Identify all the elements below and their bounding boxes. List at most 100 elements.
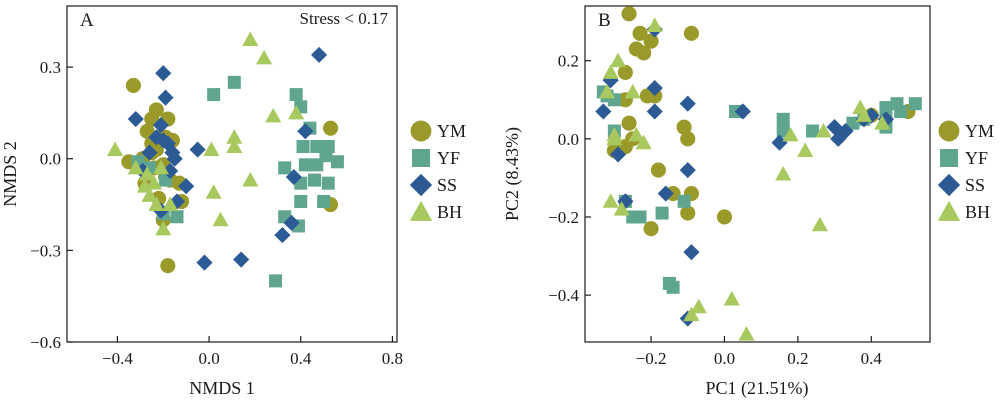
ss-point: [646, 79, 663, 97]
bh-point: [635, 134, 652, 150]
legend-ym-label: YM: [965, 121, 994, 141]
bh-point: [127, 159, 144, 175]
panel-b-axes: −0.2 0.0 0.2 0.4 −0.4 −0.2 0.0 0.2: [548, 52, 882, 368]
bh-point: [683, 306, 700, 322]
ym-point: [636, 45, 652, 61]
panel-b-y-axis-label: PC2 (8.43%): [502, 127, 523, 221]
panel-a-legend: YM YF SS BH: [409, 120, 466, 222]
ym-point: [683, 25, 699, 41]
yf-point: [908, 97, 922, 111]
ym-point: [716, 209, 733, 225]
yf-point: [269, 274, 283, 288]
yf-point: [776, 112, 790, 126]
yf-point: [879, 101, 893, 115]
yf-point: [227, 75, 241, 89]
bh-point: [598, 83, 616, 99]
ss-point: [155, 65, 172, 82]
ss-point: [285, 168, 302, 186]
ss-point: [311, 46, 328, 63]
legend-ss-label: SS: [965, 175, 985, 195]
yf-point: [655, 206, 669, 220]
legend-bh-marker: [409, 200, 433, 221]
bh-point: [256, 49, 273, 65]
ym-point: [160, 258, 176, 274]
x-tick-label: 0.4: [290, 349, 312, 368]
legend-ss-label: SS: [437, 175, 457, 195]
panel-a-frame: [66, 5, 398, 343]
bh-point: [775, 165, 792, 181]
yf-point: [308, 173, 321, 187]
ss-point: [297, 123, 314, 140]
ss-point: [283, 214, 300, 231]
ss-point: [657, 185, 674, 202]
yf-point: [310, 158, 324, 172]
bh-point: [141, 187, 158, 202]
ss-point: [127, 110, 144, 128]
x-tick-label: 0.2: [787, 349, 808, 368]
y-tick-label: −0.4: [548, 286, 579, 305]
bh-point: [288, 104, 305, 120]
panel-a-label: A: [80, 10, 94, 31]
stress-annotation: Stress < 0.17: [300, 9, 389, 28]
legend-ss-marker: [937, 173, 961, 197]
bh-point: [624, 83, 641, 99]
yf-point: [298, 158, 312, 172]
ss-point: [196, 254, 213, 271]
panel-a-y-axis-label: NMDS 2: [0, 141, 20, 207]
panel-a-x-axis-label: NMDS 1: [189, 378, 255, 398]
yf-point: [321, 176, 335, 190]
ym-point: [617, 64, 633, 80]
bh-point: [782, 126, 799, 142]
legend-yf-label: YF: [965, 148, 988, 168]
bh-point: [738, 326, 755, 341]
bh-point: [874, 115, 891, 130]
legend-ym-marker: [410, 120, 432, 142]
ym-point: [323, 120, 339, 136]
ss-point: [646, 103, 663, 120]
bh-point: [155, 220, 172, 236]
panel-a-nmds-plot: −0.4 0.0 0.4 0.8 −0.6 −0.3 0.0 0.3 A Stress < 0…: [0, 5, 403, 398]
ym-point: [621, 6, 637, 22]
legend-ym-marker: [938, 120, 960, 142]
bh-point: [646, 17, 663, 32]
yf-point: [666, 280, 680, 294]
bh-point: [242, 172, 259, 187]
bh-point: [146, 175, 163, 190]
ss-point: [595, 103, 612, 120]
ym-point: [621, 115, 637, 131]
bh-point: [226, 129, 243, 144]
yf-point: [330, 155, 344, 169]
bh-point: [723, 290, 740, 306]
ss-point: [683, 244, 700, 261]
ss-point: [826, 119, 843, 136]
ss-point: [771, 134, 788, 151]
ym-point: [643, 221, 659, 237]
bh-point: [162, 196, 179, 211]
bh-point: [107, 141, 124, 157]
ym-point: [676, 119, 692, 135]
panel-b-frame: [584, 5, 931, 343]
bh-point: [602, 64, 619, 79]
x-tick-label: −0.4: [102, 349, 133, 368]
panel-a-points: [107, 31, 344, 288]
ss-point: [178, 178, 195, 195]
legend-yf-marker: [412, 149, 430, 167]
y-tick-label: −0.6: [30, 333, 61, 352]
yf-point: [289, 88, 303, 102]
panel-b-legend: YM YF SS BH: [937, 120, 994, 222]
ss-point: [609, 146, 627, 163]
legend-bh-label: BH: [965, 202, 990, 222]
yf-point: [294, 194, 308, 208]
y-tick-label: 0.2: [558, 52, 579, 71]
bh-point: [265, 107, 282, 123]
bh-point: [205, 184, 222, 199]
ym-point: [680, 205, 696, 221]
bh-point: [609, 52, 627, 68]
yf-point: [677, 194, 691, 208]
ss-point: [189, 141, 206, 158]
ss-point: [233, 251, 250, 268]
y-tick-label: 0.0: [40, 150, 61, 169]
ym-point: [650, 162, 666, 178]
yf-point: [894, 104, 908, 118]
